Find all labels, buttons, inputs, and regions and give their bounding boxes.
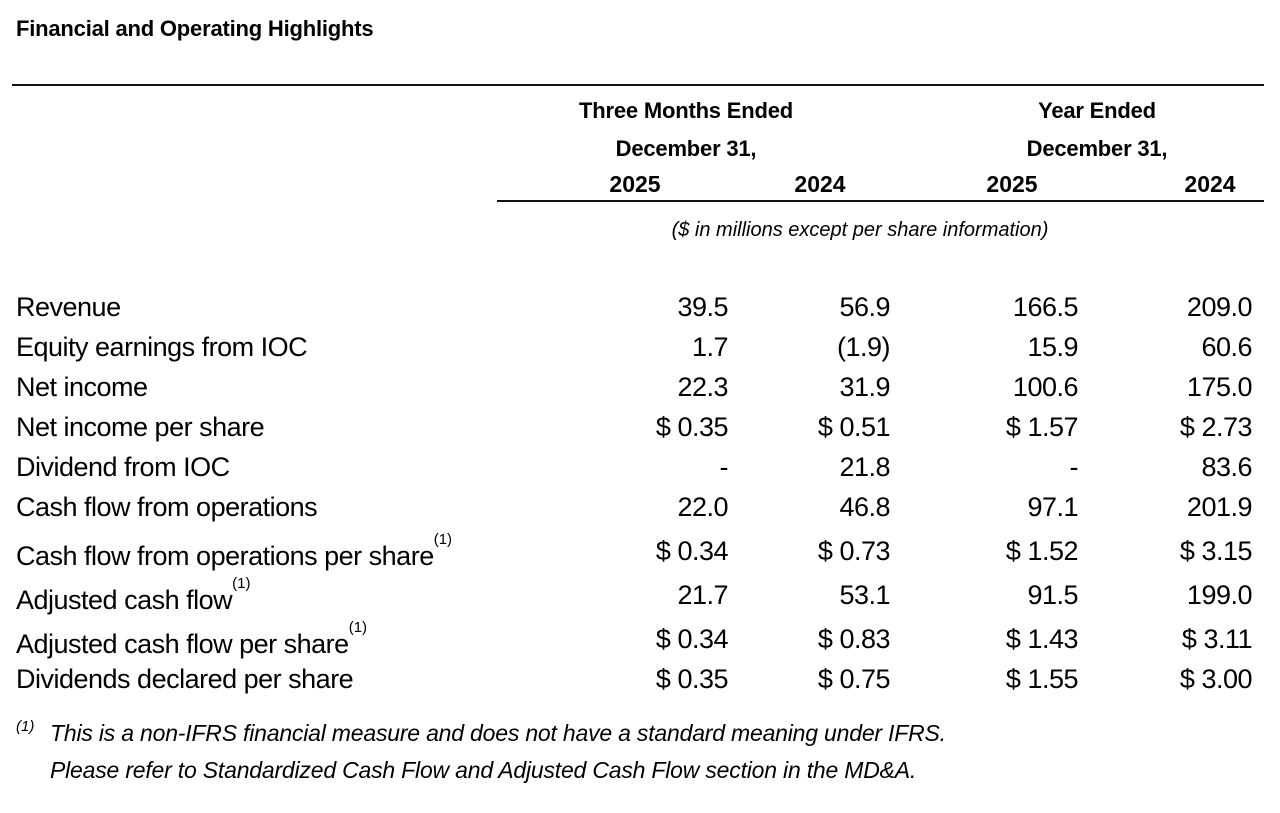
row-value-yr-2024: 209.0 — [1186, 292, 1253, 322]
row-value-yr-2025: 97.1 — [1027, 492, 1078, 522]
row-value-yr-2024: 60.6 — [1201, 332, 1252, 362]
row-value-3m-2024: 56.9 — [839, 292, 890, 322]
row-value-yr-2025: $ 1.43 — [1005, 624, 1079, 654]
row-value-yr-2025: $ 1.57 — [1005, 412, 1079, 442]
row-value-yr-2024: 201.9 — [1186, 492, 1253, 522]
row-value-3m-2024: $ 0.83 — [817, 624, 891, 654]
row-label: Dividend from IOC — [16, 447, 505, 487]
table-header: Three Months Ended December 31, Year End… — [16, 92, 1280, 168]
row-value-yr-2025: $ 1.55 — [1005, 664, 1079, 694]
row-value-3m-2025: - — [719, 452, 729, 482]
row-label-text: Dividend from IOC — [16, 452, 230, 482]
year-header-row: 2025 2024 2025 2024 — [16, 168, 1280, 200]
data-grid: Revenue 39.5 56.9 166.5 209.0 Equity ear… — [16, 287, 1280, 699]
document-page: Financial and Operating Highlights Three… — [0, 14, 1280, 813]
row-value-3m-2025: 39.5 — [677, 292, 728, 322]
row-value-yr-2025: 15.9 — [1027, 332, 1078, 362]
row-value-3m-2025: $ 0.34 — [655, 624, 729, 654]
row-label-text: Cash flow from operations per share — [16, 541, 434, 571]
row-label-text: Adjusted cash flow — [16, 585, 233, 615]
row-value-yr-2024: 175.0 — [1186, 372, 1253, 402]
row-value-yr-2024: $ 3.00 — [1179, 664, 1253, 694]
column-group-three-months: Three Months Ended December 31, — [505, 92, 890, 168]
units-note: ($ in millions except per share informat… — [671, 219, 1049, 241]
row-value-3m-2025: 21.7 — [677, 580, 728, 610]
row-label: Net income — [16, 367, 505, 407]
year-header: 2025 — [986, 171, 1038, 197]
row-label: Cash flow from operations — [16, 487, 505, 527]
row-label: Revenue — [16, 287, 505, 327]
row-label: Cash flow from operations per share(1) — [16, 527, 505, 571]
table-top-rule — [12, 84, 1264, 86]
row-value-3m-2024: 31.9 — [839, 372, 890, 402]
row-value-yr-2025: 100.6 — [1012, 372, 1079, 402]
row-label-text: Revenue — [16, 292, 121, 322]
year-header: 2024 — [1184, 171, 1236, 197]
group-header-line2: December 31, — [1026, 136, 1168, 161]
row-value-yr-2024: $ 2.73 — [1179, 412, 1253, 442]
row-label: Equity earnings from IOC — [16, 327, 505, 367]
row-value-3m-2024: (1.9) — [836, 332, 891, 362]
row-value-3m-2025: $ 0.35 — [655, 412, 729, 442]
row-value-3m-2025: 22.3 — [677, 372, 728, 402]
row-value-3m-2024: $ 0.51 — [817, 412, 891, 442]
row-value-3m-2025: 22.0 — [677, 492, 728, 522]
footnote-line1: This is a non-IFRS financial measure and… — [50, 720, 946, 746]
year-header: 2025 — [609, 171, 661, 197]
row-label-text: Cash flow from operations — [16, 492, 318, 522]
row-value-yr-2024: 83.6 — [1201, 452, 1252, 482]
footnote: (1) This is a non-IFRS financial measure… — [16, 715, 1280, 789]
column-group-year-ended: Year Ended December 31, — [890, 92, 1252, 168]
row-value-yr-2025: 166.5 — [1012, 292, 1079, 322]
footnote-marker-superscript: (1) — [232, 575, 251, 592]
row-value-yr-2025: 91.5 — [1027, 580, 1078, 610]
row-label-text: Net income — [16, 372, 148, 402]
row-value-yr-2024: 199.0 — [1186, 580, 1253, 610]
footnote-marker-superscript: (1) — [348, 619, 368, 636]
year-header: 2024 — [794, 171, 846, 197]
row-label: Net income per share — [16, 407, 505, 447]
row-value-3m-2025: $ 0.35 — [655, 664, 729, 694]
footnote-line2: Please refer to Standardized Cash Flow a… — [50, 757, 917, 783]
footnote-marker-superscript: (1) — [433, 531, 453, 548]
footnote-text: This is a non-IFRS financial measure and… — [50, 715, 946, 789]
group-header-line1: Three Months Ended — [579, 98, 793, 123]
row-value-yr-2025: $ 1.52 — [1005, 536, 1079, 566]
footnote-marker: (1) — [16, 718, 35, 735]
row-value-3m-2024: 21.8 — [839, 452, 890, 482]
row-value-yr-2024: $ 3.11 — [1181, 624, 1253, 654]
row-value-yr-2025: - — [1069, 452, 1079, 482]
group-header-line1: Year Ended — [1038, 98, 1156, 123]
row-value-3m-2024: 46.8 — [839, 492, 890, 522]
row-label-text: Net income per share — [16, 412, 265, 442]
row-value-3m-2024: $ 0.75 — [817, 664, 891, 694]
row-value-yr-2024: $ 3.15 — [1179, 536, 1253, 566]
row-value-3m-2025: 1.7 — [691, 332, 729, 362]
row-label: Adjusted cash flow per share(1) — [16, 615, 505, 659]
row-label-text: Equity earnings from IOC — [16, 332, 308, 362]
row-value-3m-2024: $ 0.73 — [817, 536, 891, 566]
row-label-text: Dividends declared per share — [16, 664, 354, 694]
row-label: Dividends declared per share — [16, 659, 505, 699]
page-title: Financial and Operating Highlights — [16, 16, 374, 41]
row-label-text: Adjusted cash flow per share — [16, 629, 349, 659]
row-value-3m-2025: $ 0.34 — [655, 536, 729, 566]
row-value-3m-2024: 53.1 — [839, 580, 890, 610]
group-header-line2: December 31, — [615, 136, 757, 161]
row-label: Adjusted cash flow(1) — [16, 571, 505, 615]
year-header-underline — [497, 200, 1264, 202]
